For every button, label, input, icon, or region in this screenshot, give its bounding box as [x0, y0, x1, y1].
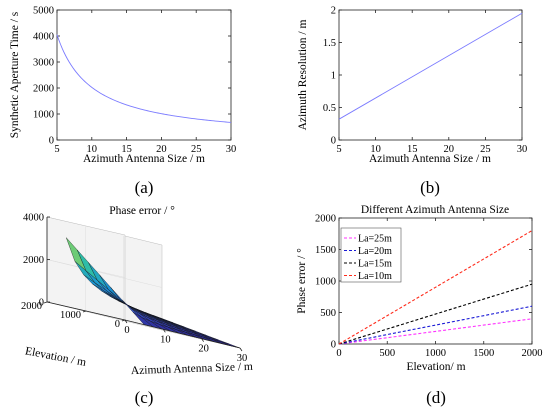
caption-c: (c) — [135, 388, 154, 407]
legend-box-d — [340, 227, 402, 283]
y-tick-label: 2 — [331, 6, 336, 17]
y-axis-label-c: Elevation / m — [24, 345, 87, 369]
series-line-la25m — [338, 318, 533, 345]
x-tick-label: 20 — [198, 344, 209, 355]
caption-b: (b) — [420, 178, 440, 197]
series-line-la15m — [338, 283, 533, 345]
x-tick-label: 10 — [160, 334, 171, 345]
x-tick-label: 10 — [87, 144, 98, 155]
x-ticks-d: 0 500 1000 1500 2000 — [336, 218, 543, 359]
series-line-b — [338, 12, 523, 120]
z-tick-label: 4000 — [23, 213, 44, 224]
x-axis-label-c: Azimuth Antenna Size / m — [131, 361, 253, 377]
x-tick-mark — [163, 329, 166, 333]
x-tick-label: 5 — [336, 144, 341, 155]
panel-c: Phase error / ° 010203001000200002000400… — [21, 205, 253, 407]
y-tick-label: 2000 — [33, 84, 54, 95]
series-line-la10m — [338, 230, 533, 345]
panel-a: 5 10 15 20 25 30 0 1000 2000 3000 4000 5000 Azimut… — [9, 6, 236, 198]
y-tick-label: 2000 — [315, 214, 336, 225]
y-axis-label-b: Azimuth Resolution / m — [297, 20, 309, 131]
legend-entry: La=25m — [358, 234, 392, 245]
chart-title-c: Phase error / ° — [109, 205, 175, 217]
plot-area-a — [56, 9, 232, 141]
surface-c — [66, 237, 241, 349]
x-tick-label: 1000 — [425, 348, 446, 359]
caption-a: (a) — [135, 178, 154, 197]
x-tick-label: 5 — [54, 144, 59, 155]
y-ticks-a: 0 1000 2000 3000 4000 5000 — [33, 6, 231, 147]
x-ticks-b: 5 10 15 20 25 30 — [336, 10, 527, 155]
y-tick-mark — [43, 301, 48, 304]
y-tick-label: 0 — [115, 319, 120, 330]
x-tick-label: 30 — [517, 144, 528, 155]
y-tick-label: 0.5 — [323, 103, 336, 114]
series-line-la20m — [338, 305, 533, 345]
x-tick-label: 20 — [444, 144, 455, 155]
y-tick-label: 1000 — [60, 310, 81, 321]
series-lines-d — [338, 230, 533, 345]
x-tick-label: 0 — [336, 348, 341, 359]
caption-d: (d) — [426, 388, 446, 407]
x-axis-line — [124, 319, 241, 349]
plot-area-b — [338, 9, 523, 141]
y-tick-label: 2000 — [21, 301, 42, 312]
y-tick-label: 0 — [49, 136, 54, 147]
y-tick-label: 4000 — [33, 32, 54, 43]
x-tick-mark — [239, 347, 243, 352]
y-tick-label: 500 — [320, 308, 336, 319]
x-tick-label: 10 — [370, 144, 381, 155]
x-tick-label: 1500 — [473, 348, 494, 359]
x-axis-label-b: Azimuth Antenna Size / m — [369, 153, 491, 165]
y-tick-label: 1500 — [315, 245, 336, 256]
chart-title-d: Different Azimuth Antenna Size — [361, 204, 509, 216]
x-tick-label: 15 — [407, 144, 418, 155]
legend-entry: La=20m — [358, 246, 392, 257]
axes-box-c — [46, 216, 241, 349]
y-axis-label-d: Phase error / ° — [296, 248, 308, 314]
x-tick-mark — [201, 338, 204, 342]
x-tick-label: 500 — [379, 348, 395, 359]
legend-entry: La=10m — [358, 271, 392, 282]
x-tick-label: 25 — [191, 144, 202, 155]
x-tick-label: 20 — [156, 144, 167, 155]
y-tick-label: 1.5 — [323, 38, 336, 49]
x-tick-label: 30 — [237, 353, 248, 364]
y-tick-label: 1000 — [33, 110, 54, 121]
x-tick-label: 0 — [124, 325, 129, 336]
x-tick-label: 25 — [480, 144, 491, 155]
y-tick-label: 1 — [331, 71, 336, 82]
y-ticks-b: 0 0.5 1 1.5 2 — [323, 6, 522, 147]
z-tick-label: 2000 — [23, 255, 44, 266]
legend-entry: La=15m — [358, 259, 392, 270]
x-tick-label: 2000 — [522, 348, 543, 359]
x-ticks-a: 5 10 15 20 25 30 — [54, 10, 236, 155]
y-tick-label: 5000 — [33, 6, 54, 17]
series-line-a — [56, 34, 232, 123]
y-axis-line — [46, 301, 126, 321]
z-tick-label: 0 — [39, 298, 44, 309]
x-tick-label: 15 — [121, 144, 132, 155]
x-axis-label-a: Azimuth Antenna Size / m — [83, 153, 205, 165]
x-tick-mark — [124, 319, 128, 324]
y-tick-label: 0 — [331, 136, 336, 147]
x-tick-label: 30 — [226, 144, 237, 155]
x-axis-label-d: Elevation/ m — [406, 361, 465, 373]
y-tick-label: 3000 — [33, 58, 54, 69]
y-tick-label: 1000 — [315, 277, 336, 288]
panel-b: 5 10 15 20 25 30 0 0.5 1 1.5 2 Azimuth Antenna Si… — [297, 6, 527, 198]
panel-d: Different Azimuth Antenna Size 0 500 1000 1… — [296, 204, 543, 407]
y-tick-label: 0 — [331, 340, 336, 351]
y-axis-label-a: Synthetic Aperture Time / s — [9, 11, 21, 138]
